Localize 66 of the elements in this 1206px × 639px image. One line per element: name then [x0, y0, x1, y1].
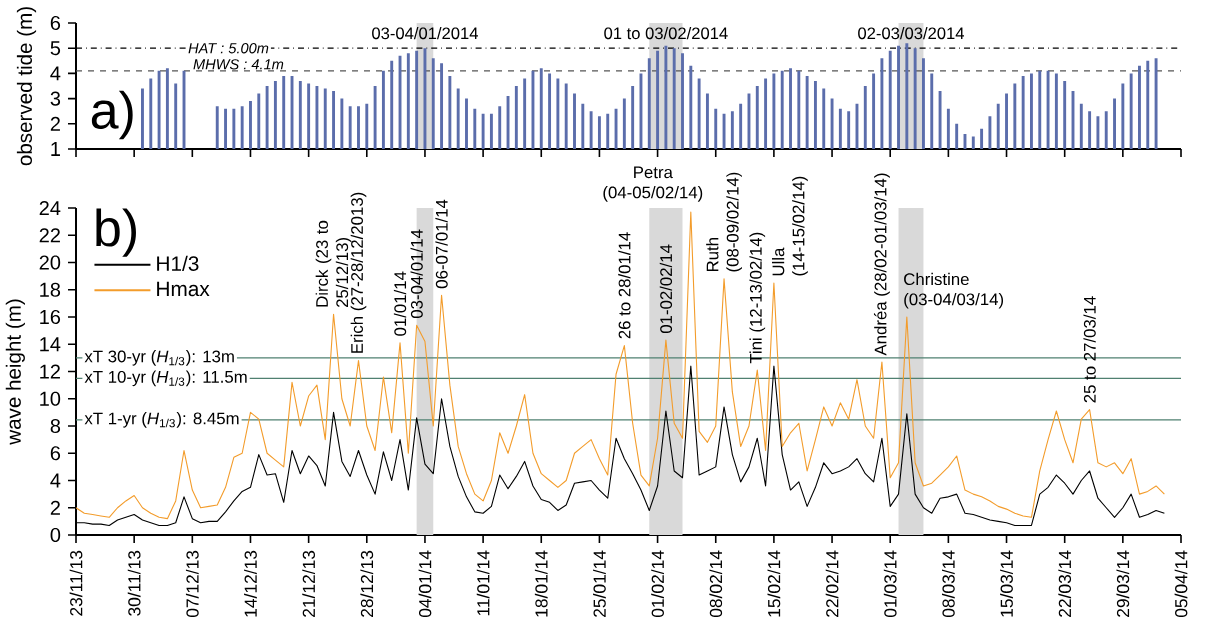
x-tick-label: 05/04/14 — [1174, 550, 1188, 618]
ref-line-label: MHWS : 4.1m — [193, 59, 284, 70]
y-tick-label: 10 — [40, 391, 61, 406]
x-tick-label: 08/03/14 — [941, 550, 955, 618]
x-tick-label: 07/12/13 — [185, 550, 199, 618]
annotation: 01-02/02/14 — [659, 244, 673, 334]
annotation: Tini (12-13/02/14) — [749, 232, 766, 364]
annotation: Christine (03-04/03/14) — [904, 272, 1004, 309]
y-tick-label: 14 — [40, 337, 61, 352]
y-tick-label: 3 — [50, 91, 61, 106]
annotation: Ruth (08-09/02/14) — [706, 172, 742, 272]
y-tick-label: 6 — [50, 15, 61, 31]
band-label: 02-03/03/2014 — [858, 26, 965, 40]
annotation: 26 to 28/01/14 — [618, 232, 631, 339]
x-tick-label: 04/01/14 — [418, 550, 432, 618]
x-tick-label: 01/03/14 — [883, 550, 897, 618]
x-tick-label: 15/03/14 — [1000, 550, 1013, 617]
y-tick-label: 2 — [50, 116, 60, 131]
annotation: a) — [91, 90, 133, 140]
x-tick-label: 15/02/14 — [767, 550, 781, 617]
ref-line-label: HAT : 5.00m — [188, 43, 269, 54]
y-axis-title: wave height (m) — [5, 299, 25, 445]
x-tick-label: 25/01/14 — [593, 550, 606, 617]
annotation: Ulla (14-15/02/14) — [772, 176, 808, 276]
annotation: Petra (04-05/02/14) — [603, 166, 703, 202]
annotation: 01/01/14 — [393, 271, 407, 336]
band-label: 01 to 03/02/2014 — [604, 26, 728, 40]
legend-label: H1/3 — [157, 255, 199, 271]
x-tick-label: 23/11/13 — [69, 550, 83, 616]
x-tick-label: 18/01/14 — [534, 550, 548, 617]
y-tick-label: 1 — [51, 142, 60, 156]
ref-line-label: xT 10-yr (H$_{1/3}$): 11.5m — [84, 370, 247, 387]
y-tick-label: 24 — [39, 201, 61, 215]
annotation: Andréa (28/02-01/03/14) — [873, 173, 890, 356]
x-tick-label: 11/01/14 — [476, 550, 490, 616]
annotation: Erich (27-28/12/2013) — [350, 192, 367, 353]
y-tick-label: 18 — [40, 282, 61, 297]
annotation: 03-04/01/14 — [410, 229, 423, 319]
x-tick-label: 22/03/14 — [1058, 550, 1072, 617]
y-tick-label: 4 — [50, 66, 61, 81]
ref-line-label: xT 30-yr (H$_{1/3}$): 13m — [84, 350, 234, 366]
y-tick-label: 8 — [50, 418, 61, 434]
y-axis-title: observed tide (m) — [16, 7, 37, 166]
x-tick-label: 28/12/13 — [360, 550, 374, 617]
x-tick-label: 01/02/14 — [651, 550, 664, 618]
y-tick-label: 6 — [50, 446, 61, 461]
x-tick-label: 14/12/13 — [244, 550, 257, 617]
band-label: 03-04/01/2014 — [372, 26, 478, 40]
y-tick-label: 12 — [40, 364, 60, 379]
x-tick-label: 30/11/13 — [127, 550, 141, 616]
annotation: b) — [96, 208, 136, 257]
x-tick-label: 21/12/13 — [302, 550, 316, 617]
x-tick-label: 29/03/14 — [1116, 550, 1130, 617]
ref-line-label: xT 1-yr (H$_{1/3}$): 8.45m — [84, 412, 239, 428]
x-tick-label: 22/02/14 — [825, 550, 839, 617]
y-tick-label: 16 — [40, 309, 61, 325]
y-tick-label: 4 — [50, 473, 61, 488]
legend-label: Hmax — [157, 281, 210, 297]
annotation: 25 to 27/03/14 — [1083, 296, 1096, 403]
x-tick-label: 08/02/14 — [709, 550, 723, 618]
annotation: 06-07/01/14 — [435, 199, 448, 289]
y-tick-label: 2 — [50, 500, 60, 515]
y-tick-label: 20 — [39, 255, 61, 270]
y-tick-label: 22 — [39, 228, 60, 243]
y-tick-label: 0 — [50, 527, 61, 543]
y-tick-label: 5 — [50, 41, 61, 56]
